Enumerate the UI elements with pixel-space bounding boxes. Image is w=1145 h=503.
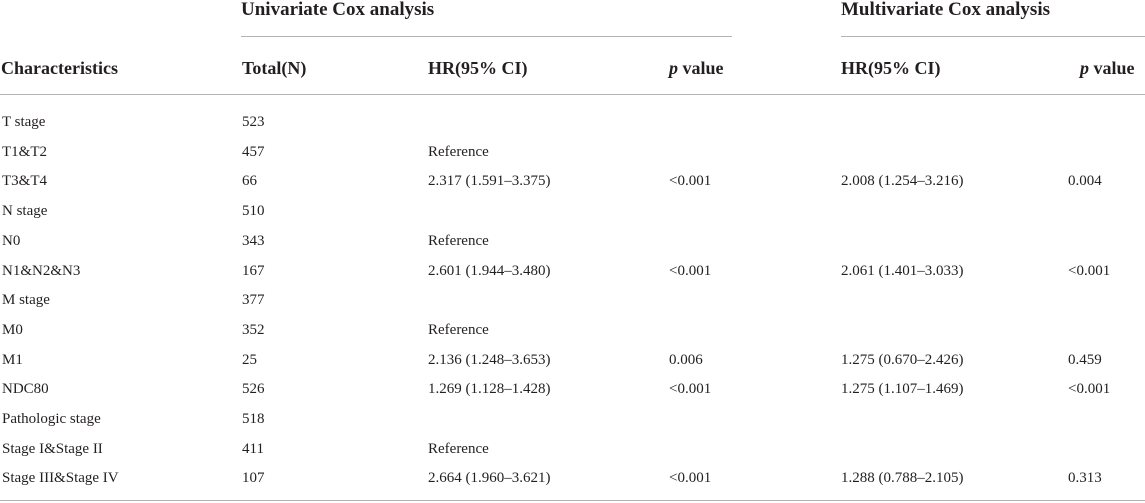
univariate-hr-cell: Reference: [428, 440, 489, 457]
characteristic-cell: M0: [2, 321, 23, 338]
univariate-p-symbol: p: [669, 58, 678, 78]
multivariate-p-cell: 0.313: [1068, 470, 1102, 487]
univariate-p-cell: <0.001: [669, 262, 712, 279]
characteristic-cell: T1&T2: [2, 143, 47, 160]
characteristics-header: Characteristics: [1, 58, 118, 78]
total-cell: 518: [242, 411, 265, 427]
characteristic-cell: NDC80: [2, 381, 49, 398]
univariate-hr-cell: 1.269 (1.128–1.428): [428, 381, 551, 398]
univariate-p-cell: <0.001: [669, 381, 712, 398]
characteristic-cell: T3&T4: [2, 173, 47, 190]
table-row: T1&T2 457 Reference: [0, 138, 1145, 167]
characteristic-cell: Stage I&Stage II: [2, 440, 103, 457]
univariate-hr-cell: Reference: [428, 321, 489, 338]
total-cell: 343: [242, 232, 265, 249]
table-row: N0 343 Reference: [0, 227, 1145, 256]
table-row: T stage 523: [0, 108, 1145, 137]
univariate-hr-cell: 2.601 (1.944–3.480): [428, 262, 551, 279]
multivariate-hr-header: HR(95% CI): [841, 58, 941, 78]
univariate-p-cell: <0.001: [669, 173, 712, 190]
multivariate-p-value-word: value: [1089, 58, 1135, 78]
multivariate-hr-cell: 2.008 (1.254–3.216): [841, 173, 964, 190]
total-cell: 352: [242, 321, 265, 338]
table-row: M1 25 2.136 (1.248–3.653) 0.006 1.275 (0…: [0, 346, 1145, 375]
univariate-group-rule: [241, 36, 732, 37]
total-cell: 523: [242, 114, 265, 130]
characteristic-cell: N1&N2&N3: [2, 262, 81, 279]
table-row: T3&T4 66 2.317 (1.591–3.375) <0.001 2.00…: [0, 167, 1145, 196]
multivariate-group-rule: [841, 36, 1145, 37]
characteristic-cell: N0: [2, 232, 21, 249]
total-header: Total(N): [242, 58, 307, 78]
total-cell: 167: [242, 262, 265, 279]
multivariate-p-symbol: p: [1080, 58, 1089, 78]
total-cell: 510: [242, 203, 265, 220]
multivariate-p-value-header: p value: [1080, 57, 1135, 79]
multivariate-group-header: Multivariate Cox analysis: [841, 0, 1050, 20]
table-row: N1&N2&N3 167 2.601 (1.944–3.480) <0.001 …: [0, 257, 1145, 286]
total-cell: 411: [242, 440, 264, 457]
table-row: M stage 377: [0, 286, 1145, 315]
univariate-p-value-header: p value: [669, 57, 724, 79]
multivariate-p-cell: <0.001: [1068, 262, 1111, 279]
multivariate-p-cell: <0.001: [1068, 381, 1111, 398]
characteristic-cell: M1: [2, 351, 23, 368]
multivariate-hr-cell: 1.288 (0.788–2.105): [841, 470, 964, 487]
multivariate-hr-cell: 1.275 (1.107–1.469): [841, 381, 964, 398]
table-row: M0 352 Reference: [0, 316, 1145, 345]
bottom-rule: [0, 500, 1145, 501]
univariate-p-cell: 0.006: [669, 351, 703, 368]
total-cell: 107: [242, 470, 265, 487]
multivariate-hr-cell: 1.275 (0.670–2.426): [841, 351, 964, 368]
total-cell: 66: [242, 173, 257, 190]
characteristic-cell: M stage: [2, 292, 50, 309]
univariate-p-cell: <0.001: [669, 470, 712, 487]
characteristic-cell: Pathologic stage: [2, 411, 101, 427]
univariate-hr-cell: Reference: [428, 143, 489, 160]
univariate-group-header: Univariate Cox analysis: [241, 0, 435, 20]
table-row: NDC80 526 1.269 (1.128–1.428) <0.001 1.2…: [0, 375, 1145, 404]
table-row: N stage 510: [0, 197, 1145, 226]
characteristic-cell: N stage: [2, 203, 48, 220]
characteristic-cell: Stage III&Stage IV: [2, 470, 119, 487]
multivariate-p-cell: 0.459: [1068, 351, 1102, 368]
table-row: Stage I&Stage II 411 Reference: [0, 435, 1145, 464]
multivariate-hr-cell: 2.061 (1.401–3.033): [841, 262, 964, 279]
total-cell: 526: [242, 381, 265, 398]
total-cell: 457: [242, 143, 265, 160]
univariate-hr-cell: Reference: [428, 232, 489, 249]
characteristic-cell: T stage: [2, 114, 46, 130]
table-row: Pathologic stage 518: [0, 405, 1145, 434]
univariate-p-value-word: value: [678, 58, 724, 78]
univariate-hr-cell: 2.317 (1.591–3.375): [428, 173, 551, 190]
univariate-hr-header: HR(95% CI): [428, 58, 528, 78]
multivariate-p-cell: 0.004: [1068, 173, 1102, 190]
total-cell: 25: [242, 351, 257, 368]
univariate-hr-cell: 2.136 (1.248–3.653): [428, 351, 551, 368]
total-cell: 377: [242, 292, 265, 309]
univariate-hr-cell: 2.664 (1.960–3.621): [428, 470, 551, 487]
header-rule: [0, 94, 1145, 95]
table-row: Stage III&Stage IV 107 2.664 (1.960–3.62…: [0, 464, 1145, 493]
